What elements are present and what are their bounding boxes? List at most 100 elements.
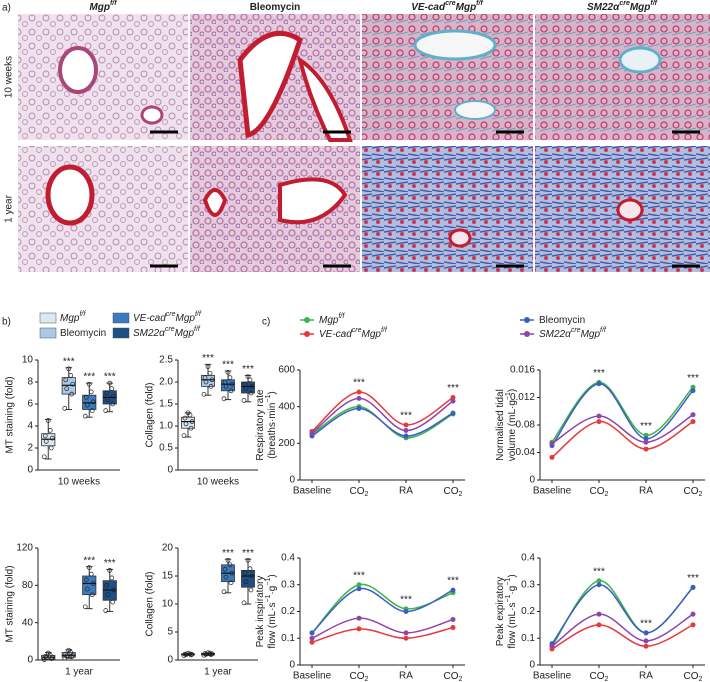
text-part: CO xyxy=(590,486,605,497)
y-tick-label: 0.1 xyxy=(281,633,295,644)
significance: *** xyxy=(222,548,234,559)
x-tick-label: RA xyxy=(639,671,653,682)
x-axis-label: 1 year xyxy=(65,667,93,678)
data-point xyxy=(69,391,75,397)
micrograph xyxy=(18,146,188,272)
data-point xyxy=(66,366,72,372)
significance: *** xyxy=(640,619,652,630)
vessel xyxy=(45,164,95,226)
data-point xyxy=(88,571,94,577)
y-tick-label: 0 xyxy=(167,465,173,476)
text-part: CO xyxy=(444,486,459,497)
data-point xyxy=(109,575,115,581)
data-point xyxy=(643,638,649,644)
y-axis-label: MT staining (fold) xyxy=(5,565,16,642)
vessel xyxy=(296,55,353,142)
data-point xyxy=(690,622,696,628)
text-part: 2 xyxy=(605,491,609,498)
text-part: cre xyxy=(352,327,362,334)
data-point xyxy=(182,415,188,421)
text-part: Mgp xyxy=(60,313,80,324)
y-axis-label: flow (mL·s−1·g−1) xyxy=(505,574,517,648)
data-point xyxy=(356,615,362,621)
legend-swatch xyxy=(112,312,130,324)
data-point xyxy=(105,397,111,402)
y-tick-label: 15 xyxy=(162,571,174,582)
y-tick-label: 0.08 xyxy=(516,420,536,431)
y-tick-label: 0.5 xyxy=(159,443,173,454)
data-point xyxy=(110,599,116,605)
text-part: f/f xyxy=(600,327,607,334)
data-point xyxy=(69,654,75,660)
series-line xyxy=(311,617,454,639)
text-part: volume (mL·g xyxy=(507,400,518,461)
y-tick-label: 0.2 xyxy=(521,606,535,617)
x-axis-label: 10 weeks xyxy=(58,477,100,488)
text-part: 2 xyxy=(459,491,463,498)
y-tick-label: 0.012 xyxy=(510,392,535,403)
vessel xyxy=(618,46,662,74)
data-point xyxy=(450,395,456,400)
data-point xyxy=(643,432,649,438)
significance: *** xyxy=(447,576,459,587)
data-point xyxy=(242,570,248,575)
text-part: Peak expiratory xyxy=(495,577,506,646)
data-point xyxy=(249,384,255,389)
text-part: Peak inspiratory xyxy=(255,576,266,648)
data-point xyxy=(403,609,409,614)
data-point xyxy=(105,592,111,598)
data-point xyxy=(45,650,51,656)
significance: *** xyxy=(104,372,116,383)
text-part: Bleomycin xyxy=(60,328,106,339)
data-point xyxy=(223,384,229,389)
text-part: Mgp xyxy=(581,329,601,340)
text-part: Mgp xyxy=(89,2,110,13)
significance: *** xyxy=(400,594,412,605)
y-tick-label: 0 xyxy=(27,465,33,476)
text-part: ) xyxy=(507,574,518,577)
data-point xyxy=(356,586,362,592)
data-point xyxy=(83,577,89,583)
y-tick-label: 10 xyxy=(22,355,34,366)
data-point xyxy=(49,435,55,441)
text-part: ) xyxy=(267,574,278,577)
y-tick-label: 2 xyxy=(27,443,33,454)
data-point xyxy=(690,584,696,590)
vessel xyxy=(202,188,228,217)
data-point xyxy=(690,412,696,418)
data-point xyxy=(103,408,109,413)
significance: *** xyxy=(202,353,214,364)
data-point xyxy=(110,401,116,407)
data-point xyxy=(90,399,96,405)
series-line xyxy=(551,583,694,645)
data-point xyxy=(48,656,54,661)
text-part: f/f xyxy=(650,0,657,7)
x-tick-label: RA xyxy=(399,486,413,497)
text-part: 2 xyxy=(699,676,703,682)
data-point xyxy=(450,587,456,593)
significance: *** xyxy=(222,360,234,371)
row-label: 1 year xyxy=(4,194,15,222)
series-line xyxy=(551,420,694,458)
y-tick-label: 40 xyxy=(22,617,34,628)
text-part: (breaths·min xyxy=(267,403,278,459)
significance: *** xyxy=(63,356,75,367)
text-part: ) xyxy=(507,389,518,392)
text-part: ·g xyxy=(507,586,518,595)
data-point xyxy=(403,433,409,439)
box xyxy=(241,570,255,588)
data-point xyxy=(181,433,187,439)
significance: *** xyxy=(242,548,254,559)
micrograph xyxy=(535,14,710,140)
data-point xyxy=(84,402,90,408)
y-tick-label: 200 xyxy=(278,438,295,449)
data-point xyxy=(690,419,696,425)
data-point xyxy=(104,582,110,588)
data-point xyxy=(225,557,231,563)
data-point xyxy=(207,370,213,376)
text-part: 2 xyxy=(605,676,609,682)
data-point xyxy=(596,413,602,419)
data-point xyxy=(86,381,92,387)
scale-bars xyxy=(150,130,700,268)
data-point xyxy=(248,587,254,593)
